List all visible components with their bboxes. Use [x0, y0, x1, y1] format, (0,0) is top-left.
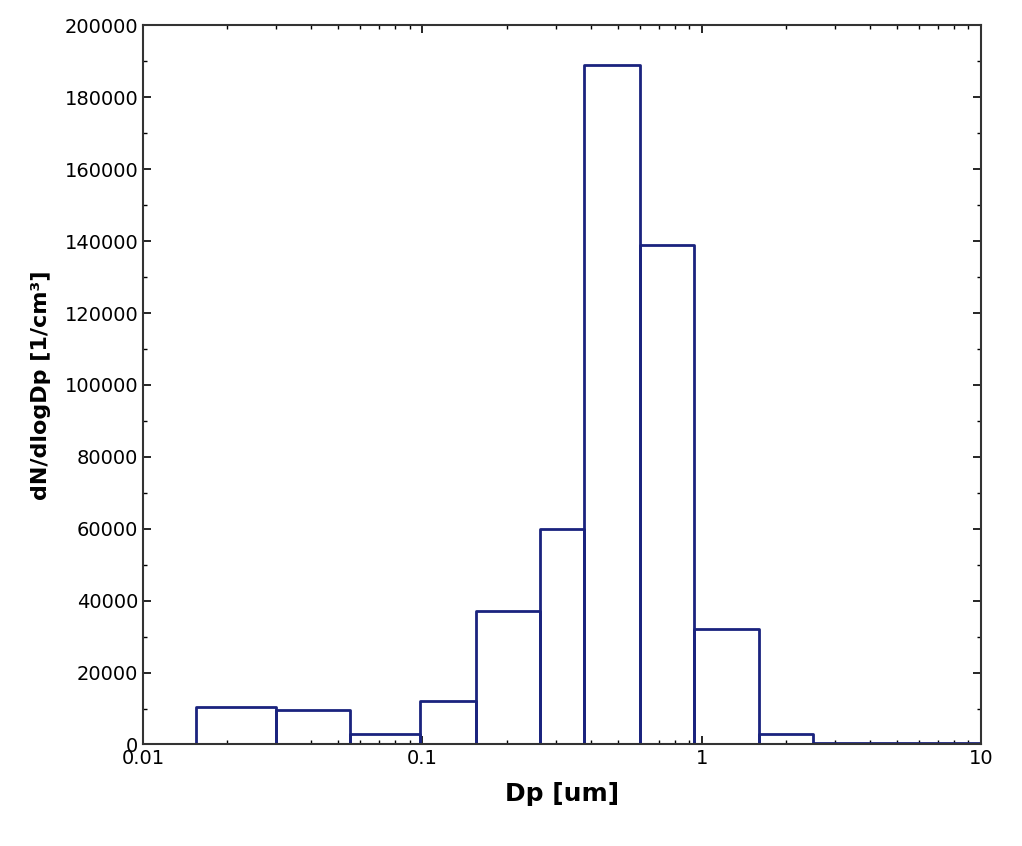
X-axis label: Dp [um]: Dp [um]	[505, 783, 619, 806]
Y-axis label: dN/dlogDp [1/cm³]: dN/dlogDp [1/cm³]	[31, 270, 50, 500]
